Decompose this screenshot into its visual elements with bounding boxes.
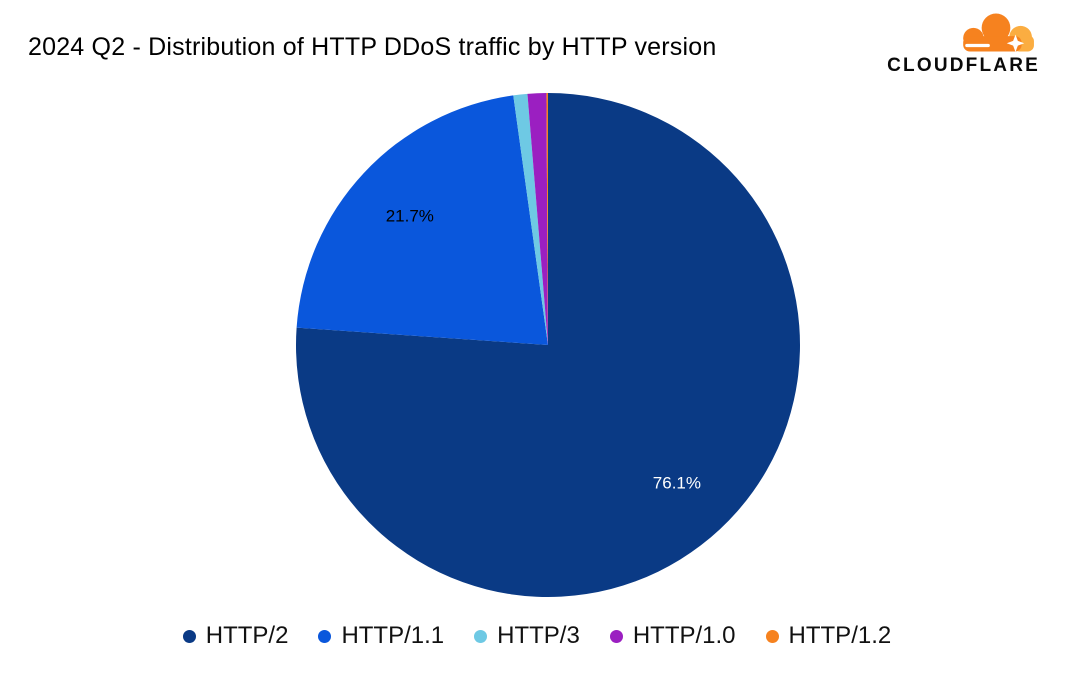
- cloud-main: [963, 13, 1022, 52]
- legend-label-http-2: HTTP/2: [205, 622, 289, 649]
- legend-dot-http-1-0: [609, 629, 623, 643]
- legend-dot-http-2: [182, 629, 196, 643]
- cloudflare-logo: CLOUDFLARE: [876, 10, 1040, 75]
- legend-item-http-2: HTTP/2: [182, 622, 289, 650]
- legend-item-http-1-0: HTTP/1.0: [609, 622, 736, 650]
- legend-label-http-1-0: HTTP/1.0: [632, 622, 736, 649]
- legend-label-http-1-2: HTTP/1.2: [788, 622, 892, 649]
- legend-dot-http-1-2: [765, 629, 779, 643]
- cloudflare-wordmark: CLOUDFLARE: [887, 55, 1040, 76]
- legend-item-http-1-2: HTTP/1.2: [765, 622, 892, 650]
- legend-label-http-3: HTTP/3: [497, 622, 580, 649]
- slice-label-http-1-1: 21.7%: [386, 207, 434, 226]
- legend-dot-http-3: [474, 629, 488, 643]
- cloudflare-cloud-icon: [963, 13, 1034, 52]
- cloud-sparkle: [1006, 34, 1025, 52]
- chart-title: 2024 Q2 - Distribution of HTTP DDoS traf…: [28, 33, 717, 61]
- cloud-slit: [965, 43, 990, 48]
- pie-slice-http-1-2: [546, 92, 548, 345]
- chart-legend: HTTP/2 HTTP/1.1 HTTP/3 HTTP/1.0 HTTP/1.2: [0, 622, 1074, 650]
- legend-item-http-1-1: HTTP/1.1: [318, 622, 444, 650]
- legend-item-http-3: HTTP/3: [474, 622, 580, 650]
- pie-slice-http-1-1: [296, 95, 548, 346]
- legend-dot-http-1-1: [318, 629, 332, 643]
- legend-label-http-1-1: HTTP/1.1: [341, 622, 445, 649]
- pie-slice-http-1-0: [527, 93, 548, 345]
- pie-slice-http-2: [295, 93, 800, 598]
- pie-slice-http-3: [513, 93, 548, 345]
- slice-label-http-2: 76.1%: [653, 474, 701, 493]
